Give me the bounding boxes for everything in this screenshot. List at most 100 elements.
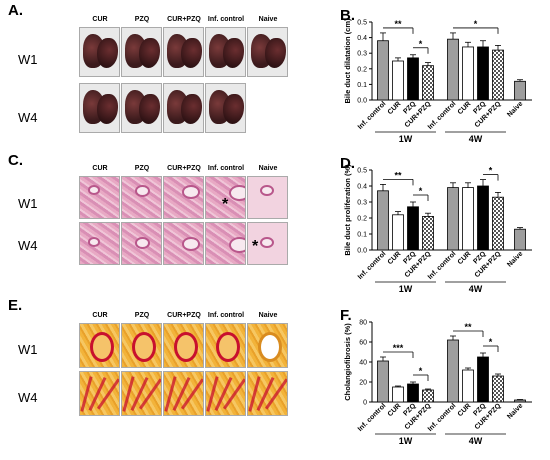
histo-image-pzq-w1 bbox=[121, 176, 162, 219]
panel-letter-b: B. bbox=[340, 7, 355, 24]
panel-letter-e: E. bbox=[8, 297, 23, 314]
col-header-cur-pzq: CUR+PZQ bbox=[167, 16, 201, 23]
liver-image-inf-control-w4 bbox=[205, 83, 246, 133]
y-tick-label: 0.3 bbox=[357, 51, 367, 58]
group-label: 1W bbox=[399, 134, 413, 144]
bar bbox=[514, 399, 526, 403]
histo-image-cur-w4 bbox=[79, 222, 120, 265]
col-header-naive: Naive bbox=[258, 312, 278, 319]
liver-image-cur-w1 bbox=[79, 27, 120, 77]
histo-image-cur-w1 bbox=[79, 176, 120, 219]
significance-label: * bbox=[419, 39, 423, 49]
histo-image-naive-w4 bbox=[247, 222, 288, 265]
asterisk-marker: * bbox=[222, 196, 229, 213]
histo-image-cur-pzq-w4 bbox=[163, 222, 204, 265]
bar bbox=[407, 206, 419, 251]
bar bbox=[392, 386, 404, 403]
significance-label: ** bbox=[394, 170, 402, 180]
bar bbox=[407, 57, 419, 101]
category-label: CUR bbox=[457, 250, 473, 266]
category-label: Inf. control bbox=[357, 402, 388, 433]
col-header-inf-control: Inf. control bbox=[207, 312, 245, 319]
asterisk-marker: * bbox=[252, 238, 259, 255]
col-header-cur-pzq: CUR+PZQ bbox=[167, 165, 201, 172]
row-label-w1: W1 bbox=[18, 342, 38, 357]
y-tick-label: 80 bbox=[359, 320, 367, 327]
group-label: 4W bbox=[469, 284, 483, 294]
bar bbox=[377, 40, 389, 101]
category-label: CUR bbox=[387, 100, 403, 116]
bar bbox=[447, 187, 459, 251]
col-header-cur-pzq: CUR+PZQ bbox=[167, 312, 201, 319]
significance-label: ** bbox=[464, 322, 472, 332]
liver-image-pzq-w4 bbox=[121, 83, 162, 133]
bar bbox=[422, 65, 434, 101]
row-label-w1: W1 bbox=[18, 52, 38, 67]
panel-letter-f: F. bbox=[340, 307, 352, 324]
significance-label: * bbox=[489, 337, 493, 347]
group-label: 1W bbox=[399, 284, 413, 294]
group-label: 4W bbox=[469, 134, 483, 144]
col-header-naive: Naive bbox=[258, 165, 278, 172]
panel-letter-d: D. bbox=[340, 155, 355, 172]
bar bbox=[477, 46, 489, 101]
category-label: CUR bbox=[457, 402, 473, 418]
histo-image-naive-w1 bbox=[247, 176, 288, 219]
liver-image-naive-w1 bbox=[247, 27, 288, 77]
significance-label: * bbox=[419, 186, 423, 196]
category-label: CUR bbox=[387, 402, 403, 418]
category-label: CUR bbox=[457, 100, 473, 116]
y-tick-label: 0.5 bbox=[357, 168, 367, 175]
bar bbox=[477, 185, 489, 251]
y-tick-label: 0.0 bbox=[357, 248, 367, 255]
y-tick-label: 0.0 bbox=[357, 98, 367, 105]
bar bbox=[492, 49, 504, 101]
y-tick-label: 0.4 bbox=[357, 35, 367, 42]
bar bbox=[422, 215, 434, 251]
sirius-image-cur-w1 bbox=[79, 323, 120, 368]
y-tick-label: 20 bbox=[359, 380, 367, 387]
sirius-image-pzq-w4 bbox=[121, 371, 162, 416]
row-label-w4: W4 bbox=[18, 238, 38, 253]
y-tick-label: 0.2 bbox=[357, 216, 367, 223]
histo-image-pzq-w4 bbox=[121, 222, 162, 265]
y-tick-label: 0.4 bbox=[357, 184, 367, 191]
row-label-w4: W4 bbox=[18, 110, 38, 125]
y-tick-label: 0.3 bbox=[357, 200, 367, 207]
bar bbox=[462, 369, 474, 403]
bar bbox=[447, 339, 459, 403]
y-tick-label: 0.2 bbox=[357, 66, 367, 73]
category-label: Naive bbox=[506, 250, 524, 268]
col-header-pzq: PZQ bbox=[134, 312, 150, 319]
histo-image-inf-control-w1 bbox=[205, 176, 246, 219]
liver-image-cur-w4 bbox=[79, 83, 120, 133]
bar bbox=[514, 228, 526, 251]
bar bbox=[462, 187, 474, 251]
col-header-cur: CUR bbox=[92, 16, 108, 23]
bar bbox=[477, 356, 489, 403]
significance-label: * bbox=[419, 366, 423, 376]
significance-label: * bbox=[474, 19, 478, 29]
y-tick-label: 0.1 bbox=[357, 232, 367, 239]
sirius-image-inf-control-w1 bbox=[205, 323, 246, 368]
y-tick-label: 0.5 bbox=[357, 20, 367, 27]
panel-letter-a: A. bbox=[8, 2, 23, 19]
col-header-inf-control: Inf. control bbox=[207, 16, 245, 23]
row-label-w1: W1 bbox=[18, 196, 38, 211]
col-header-pzq: PZQ bbox=[134, 165, 150, 172]
bar bbox=[462, 46, 474, 101]
bar bbox=[377, 360, 389, 403]
bar bbox=[377, 190, 389, 251]
col-header-pzq: PZQ bbox=[134, 16, 150, 23]
liver-image-cur-pzq-w1 bbox=[163, 27, 204, 77]
group-label: 4W bbox=[469, 436, 483, 446]
category-label: Naive bbox=[506, 402, 524, 420]
category-label: Inf. control bbox=[357, 250, 388, 281]
col-header-naive: Naive bbox=[258, 16, 278, 23]
histo-image-cur-pzq-w1 bbox=[163, 176, 204, 219]
group-label: 1W bbox=[399, 436, 413, 446]
sirius-image-cur-pzq-w4 bbox=[163, 371, 204, 416]
sirius-image-pzq-w1 bbox=[121, 323, 162, 368]
bar bbox=[492, 196, 504, 251]
